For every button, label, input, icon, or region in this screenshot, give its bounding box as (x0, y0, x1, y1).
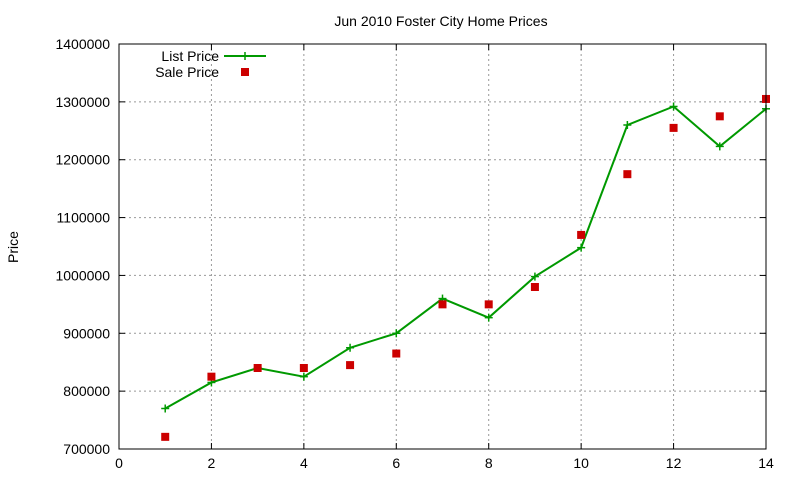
sale-price-point (346, 361, 355, 370)
list-price-point (484, 313, 493, 322)
sale-price-point (577, 230, 586, 239)
sale-price-point (207, 372, 216, 381)
y-axis-ticks: 700000 800000 900000 1000000 1100000 1200000 1… (55, 36, 766, 457)
y-tick-label: 700000 (63, 441, 110, 457)
y-tick-label: 1100000 (57, 210, 111, 226)
list-price-point (346, 343, 355, 352)
x-tick-label: 2 (208, 455, 216, 471)
list-price-point (299, 372, 308, 381)
y-axis-label: Price (5, 231, 21, 263)
legend-swatch-marker (241, 68, 249, 76)
list-price-point (669, 102, 678, 111)
list-price-point (530, 272, 539, 281)
x-tick-label: 8 (485, 455, 493, 471)
grid-lines (119, 44, 766, 449)
list-price-point (715, 142, 724, 151)
x-tick-label: 6 (392, 455, 400, 471)
y-tick-label: 1200000 (55, 152, 110, 168)
sale-price-point (161, 432, 170, 441)
list-price-line (164, 105, 767, 410)
sale-price-point (715, 112, 724, 121)
sale-price-point (392, 349, 401, 358)
sale-price-point (253, 364, 262, 372)
legend-swatch-marker (241, 52, 249, 60)
x-tick-label: 12 (666, 455, 682, 471)
sale-price-point (669, 123, 678, 132)
legend-label: Sale Price (155, 64, 219, 80)
sale-price-point (299, 364, 308, 372)
series-list-price (161, 102, 770, 413)
x-tick-label: 0 (115, 455, 123, 471)
y-tick-label: 900000 (63, 325, 110, 341)
sale-price-point (438, 300, 447, 309)
sale-price-point (530, 283, 539, 291)
y-tick-label: 1300000 (55, 94, 110, 110)
chart-title: Jun 2010 Foster City Home Prices (334, 13, 547, 29)
y-tick-label: 1400000 (55, 36, 110, 52)
legend-label: List Price (161, 48, 219, 64)
list-price-point (623, 121, 632, 129)
sale-price-point (623, 170, 632, 179)
series-layer (161, 94, 770, 441)
plot-frame (118, 43, 767, 450)
y-tick-label: 800000 (63, 383, 110, 399)
list-price-point (161, 404, 170, 413)
list-price-point (577, 243, 586, 252)
y-tick-label: 1000000 (55, 267, 110, 283)
sale-price-point (484, 300, 493, 309)
x-tick-label: 14 (758, 455, 774, 471)
x-tick-label: 10 (573, 455, 589, 471)
series-sale-price (161, 94, 770, 441)
list-price-point (392, 329, 401, 338)
x-axis-ticks: 0 2 4 6 8 10 12 14 (115, 44, 774, 471)
x-tick-label: 4 (300, 455, 308, 471)
